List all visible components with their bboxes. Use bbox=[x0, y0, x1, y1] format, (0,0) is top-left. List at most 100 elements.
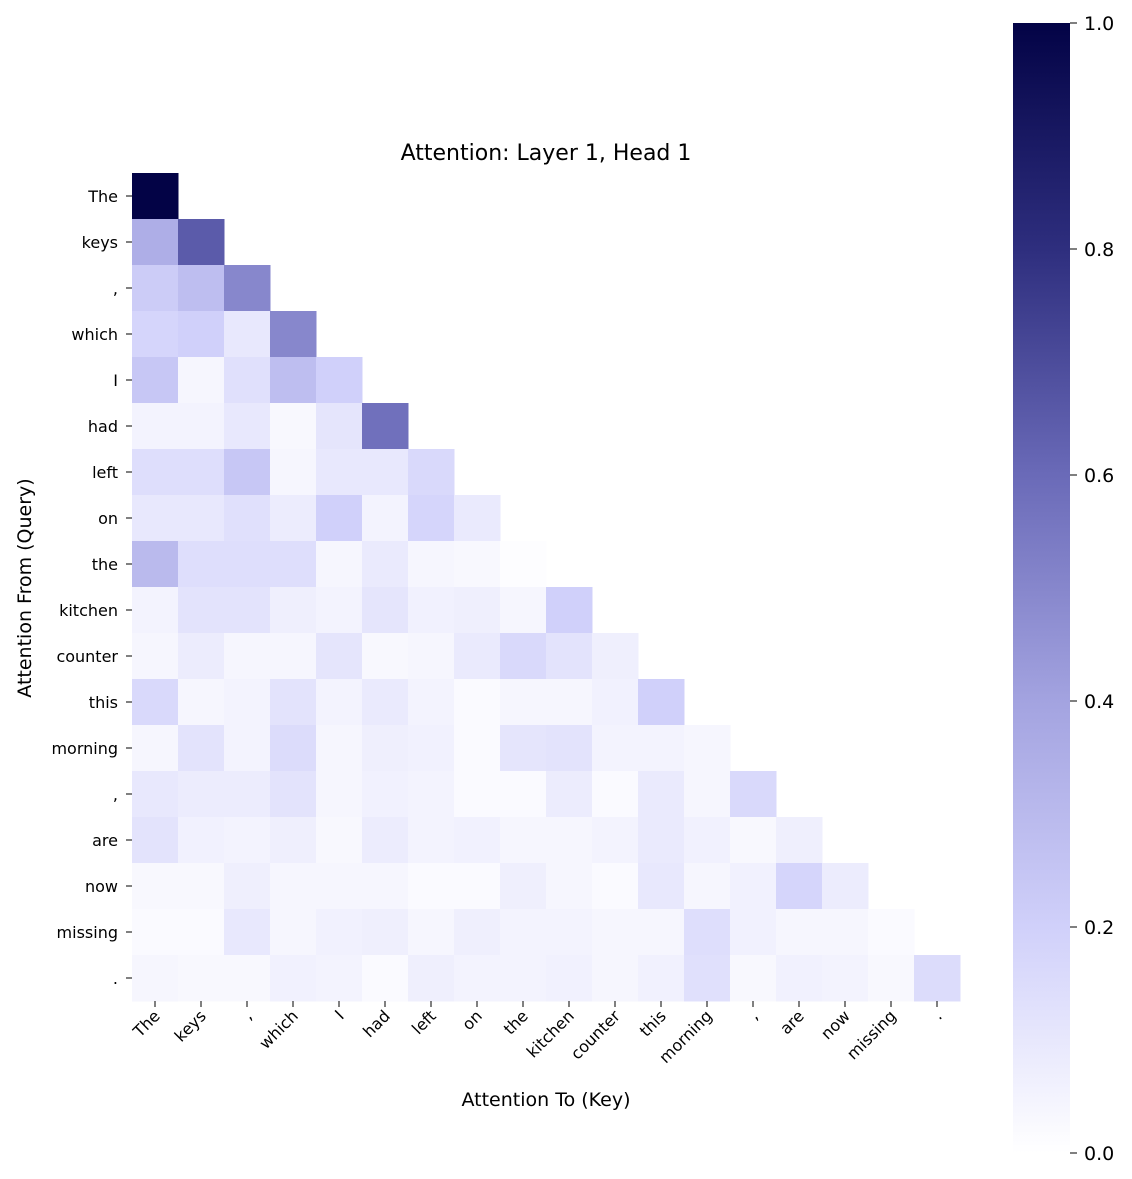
y-tick-label: on bbox=[98, 509, 118, 528]
heatmap-cell bbox=[316, 495, 363, 542]
heatmap-cell bbox=[408, 771, 455, 818]
heatmap-cell bbox=[132, 725, 179, 772]
heatmap-cell bbox=[270, 403, 317, 450]
x-tick-label: the bbox=[500, 1006, 532, 1038]
colorbar-tick-label: 0.6 bbox=[1084, 465, 1114, 487]
heatmap-cell bbox=[592, 817, 639, 864]
heatmap-cell bbox=[408, 863, 455, 910]
heatmap-cell bbox=[270, 955, 317, 1002]
heatmap-cell bbox=[408, 725, 455, 772]
x-tick-label: , bbox=[745, 1006, 762, 1023]
heatmap-cell bbox=[408, 633, 455, 680]
heatmap-cell bbox=[224, 771, 271, 818]
heatmap-cell bbox=[362, 771, 409, 818]
heatmap-cell bbox=[270, 771, 317, 818]
heatmap-cell bbox=[822, 909, 869, 956]
y-tick-label: which bbox=[71, 325, 118, 344]
x-tick-label: counter bbox=[567, 1006, 624, 1063]
heatmap-cell bbox=[224, 587, 271, 634]
heatmap-cell bbox=[224, 817, 271, 864]
heatmap-cell bbox=[316, 955, 363, 1002]
heatmap-cell bbox=[224, 311, 271, 358]
heatmap-cell bbox=[638, 771, 685, 818]
heatmap-cell bbox=[500, 541, 547, 588]
colorbar-tick-label: 1.0 bbox=[1084, 13, 1114, 35]
heatmap-cell bbox=[316, 541, 363, 588]
y-tick-label: counter bbox=[56, 647, 118, 666]
heatmap-cell bbox=[178, 587, 225, 634]
x-tick-label: , bbox=[239, 1006, 256, 1023]
heatmap-cell bbox=[454, 495, 501, 542]
heatmap-cell bbox=[454, 909, 501, 956]
y-tick-label: are bbox=[92, 831, 118, 850]
heatmap-cell bbox=[224, 265, 271, 312]
heatmap-cell bbox=[362, 587, 409, 634]
heatmap-cell bbox=[362, 403, 409, 450]
heatmap-cell bbox=[270, 311, 317, 358]
heatmap-cell bbox=[132, 587, 179, 634]
heatmap-cell bbox=[132, 173, 179, 220]
heatmap-cell bbox=[270, 863, 317, 910]
heatmap-cell bbox=[362, 909, 409, 956]
heatmap-cell bbox=[730, 771, 777, 818]
heatmap-cell bbox=[132, 495, 179, 542]
x-tick-label: on bbox=[458, 1006, 486, 1034]
colorbar bbox=[1013, 23, 1070, 1153]
heatmap-cell bbox=[316, 771, 363, 818]
heatmap-cell bbox=[178, 633, 225, 680]
heatmap-cell bbox=[132, 817, 179, 864]
heatmap-cell bbox=[408, 541, 455, 588]
heatmap-cell bbox=[684, 955, 731, 1002]
y-tick-label: The bbox=[87, 187, 118, 206]
heatmap-cell bbox=[592, 725, 639, 772]
heatmap-cell bbox=[132, 771, 179, 818]
heatmap-cell bbox=[178, 495, 225, 542]
y-axis-label: Attention From (Query) bbox=[14, 478, 36, 697]
heatmap-cell bbox=[178, 955, 225, 1002]
heatmap-cell bbox=[132, 955, 179, 1002]
x-tick-label: keys bbox=[171, 1006, 210, 1045]
heatmap-cell bbox=[546, 771, 593, 818]
heatmap-cell bbox=[270, 679, 317, 726]
heatmap-cell bbox=[408, 955, 455, 1002]
heatmap-cell bbox=[408, 587, 455, 634]
heatmap-cell bbox=[776, 955, 823, 1002]
heatmap-cell bbox=[546, 725, 593, 772]
heatmap-cell bbox=[500, 679, 547, 726]
x-tick-label: now bbox=[817, 1006, 854, 1043]
heatmap-cell bbox=[408, 679, 455, 726]
heatmap-cell bbox=[500, 863, 547, 910]
heatmap-cell bbox=[224, 357, 271, 404]
heatmap-cell bbox=[132, 633, 179, 680]
heatmap-cell bbox=[132, 909, 179, 956]
heatmap-cell bbox=[362, 817, 409, 864]
heatmap-cell bbox=[454, 587, 501, 634]
heatmap-cell bbox=[270, 495, 317, 542]
y-tick-label: , bbox=[113, 785, 118, 804]
heatmap-cell bbox=[178, 357, 225, 404]
heatmap-cell bbox=[362, 863, 409, 910]
heatmap-cell bbox=[408, 495, 455, 542]
colorbar-tick-label: 0.8 bbox=[1084, 239, 1114, 261]
y-tick-label: keys bbox=[82, 233, 118, 252]
heatmap-cell bbox=[178, 817, 225, 864]
heatmap-cell bbox=[914, 955, 961, 1002]
heatmap-cell bbox=[132, 311, 179, 358]
heatmap-cell bbox=[592, 863, 639, 910]
heatmap-cell bbox=[546, 633, 593, 680]
heatmap-cell bbox=[224, 541, 271, 588]
heatmap-cell bbox=[638, 679, 685, 726]
heatmap-cell bbox=[730, 817, 777, 864]
heatmap-cell bbox=[546, 679, 593, 726]
heatmap-cell bbox=[454, 955, 501, 1002]
colorbar-tick-label: 0.2 bbox=[1084, 917, 1114, 939]
heatmap-cell bbox=[868, 909, 915, 956]
heatmap-cell bbox=[592, 633, 639, 680]
heatmap-cell bbox=[132, 863, 179, 910]
heatmap-cell bbox=[270, 357, 317, 404]
heatmap-cell bbox=[316, 633, 363, 680]
heatmap-cell bbox=[362, 633, 409, 680]
x-tick-label: The bbox=[129, 1006, 164, 1041]
heatmap-cell bbox=[270, 541, 317, 588]
